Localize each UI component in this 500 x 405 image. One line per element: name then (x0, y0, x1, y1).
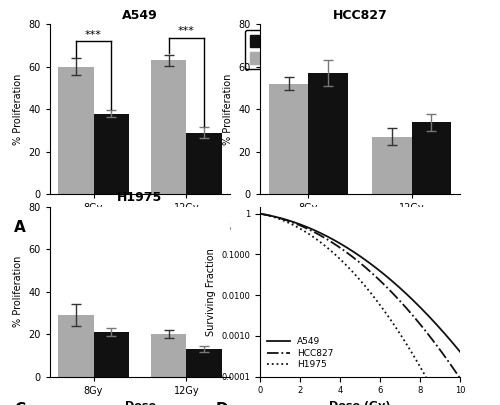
A549 (258, 211, 264, 216)
HCC827 (457, 376, 463, 381)
Bar (308, 73, 348, 194)
Legend: AIR, FIR: AIR, FIR (244, 30, 296, 69)
Bar (58, 67, 94, 194)
Bar (151, 60, 186, 194)
X-axis label: Dose: Dose (344, 219, 376, 229)
H1975 (376, 301, 382, 305)
Text: ***: *** (178, 26, 195, 36)
H1975 (426, 379, 432, 384)
Legend: A549, HCC827, H1975: A549, HCC827, H1975 (264, 334, 336, 372)
HCC827 (376, 277, 382, 281)
HCC827 (258, 211, 264, 216)
H1975 (257, 211, 263, 216)
Y-axis label: % Proliferation: % Proliferation (13, 74, 23, 145)
Bar (58, 315, 94, 377)
HCC827 (438, 349, 444, 354)
Text: D: D (216, 402, 228, 405)
HCC827 (380, 281, 386, 286)
A549 (257, 211, 263, 216)
Text: ***: *** (85, 30, 102, 40)
HCC827 (426, 333, 432, 337)
X-axis label: Dose: Dose (124, 219, 156, 229)
H1975 (438, 403, 444, 405)
Bar (372, 137, 412, 194)
Bar (186, 349, 222, 377)
Text: C: C (14, 402, 25, 405)
A549 (438, 327, 444, 332)
Line: A549: A549 (260, 214, 460, 352)
H1975 (258, 211, 264, 216)
Line: H1975: H1975 (260, 214, 460, 405)
Title: A549: A549 (122, 9, 158, 22)
Bar (94, 113, 129, 194)
Bar (412, 122, 451, 194)
H1975 (376, 301, 382, 306)
Bar (94, 332, 129, 377)
HCC827 (376, 277, 382, 282)
A549 (380, 271, 386, 275)
X-axis label: Dose: Dose (124, 401, 156, 405)
A549 (376, 267, 382, 272)
Text: B: B (220, 220, 232, 235)
Bar (151, 334, 186, 377)
A549 (376, 268, 382, 273)
Bar (269, 84, 308, 194)
X-axis label: Dose (Gy): Dose (Gy) (329, 401, 391, 405)
Bar (186, 133, 222, 194)
Y-axis label: % Proliferation: % Proliferation (223, 74, 233, 145)
Y-axis label: % Proliferation: % Proliferation (13, 256, 23, 327)
Title: H1975: H1975 (118, 191, 162, 204)
A549 (457, 349, 463, 354)
Title: HCC827: HCC827 (332, 9, 388, 22)
A549 (426, 313, 432, 318)
HCC827 (257, 211, 263, 216)
Text: A: A (14, 220, 26, 235)
H1975 (380, 306, 386, 311)
Y-axis label: Surviving Fraction: Surviving Fraction (206, 248, 216, 335)
Line: HCC827: HCC827 (260, 214, 460, 378)
